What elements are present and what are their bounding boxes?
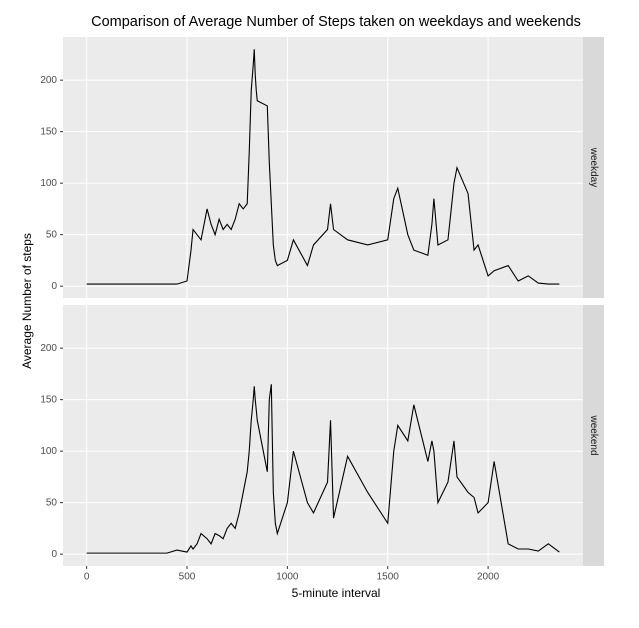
y-axis-title: Average Number of steps <box>20 233 34 369</box>
y-tick-label: 50 <box>46 229 58 240</box>
y-tick-label: 200 <box>40 75 57 86</box>
y-tick-label: 0 <box>51 549 57 560</box>
x-axis-title: 5-minute interval <box>292 586 381 600</box>
panel-background <box>63 37 583 298</box>
y-tick-label: 50 <box>46 497 58 508</box>
x-tick-label: 2000 <box>477 572 500 583</box>
data-line <box>86 384 560 554</box>
x-tick-label: 500 <box>179 572 196 583</box>
y-tick-label: 150 <box>40 126 57 137</box>
x-tick-label: 1500 <box>377 572 400 583</box>
y-tick-label: 100 <box>40 178 57 189</box>
y-tick-label: 200 <box>40 343 57 354</box>
y-tick-label: 100 <box>40 446 57 457</box>
strip-background <box>583 305 604 566</box>
strip-background <box>583 37 604 298</box>
chart-title: Comparison of Average Number of Steps ta… <box>91 14 581 30</box>
y-tick-label: 150 <box>40 394 57 405</box>
x-tick-label: 0 <box>84 572 90 583</box>
strip-label: weekend <box>588 414 599 455</box>
x-tick-label: 1000 <box>276 572 299 583</box>
y-tick-label: 0 <box>51 281 57 292</box>
data-line <box>86 49 560 285</box>
strip-label: weekday <box>588 147 599 187</box>
